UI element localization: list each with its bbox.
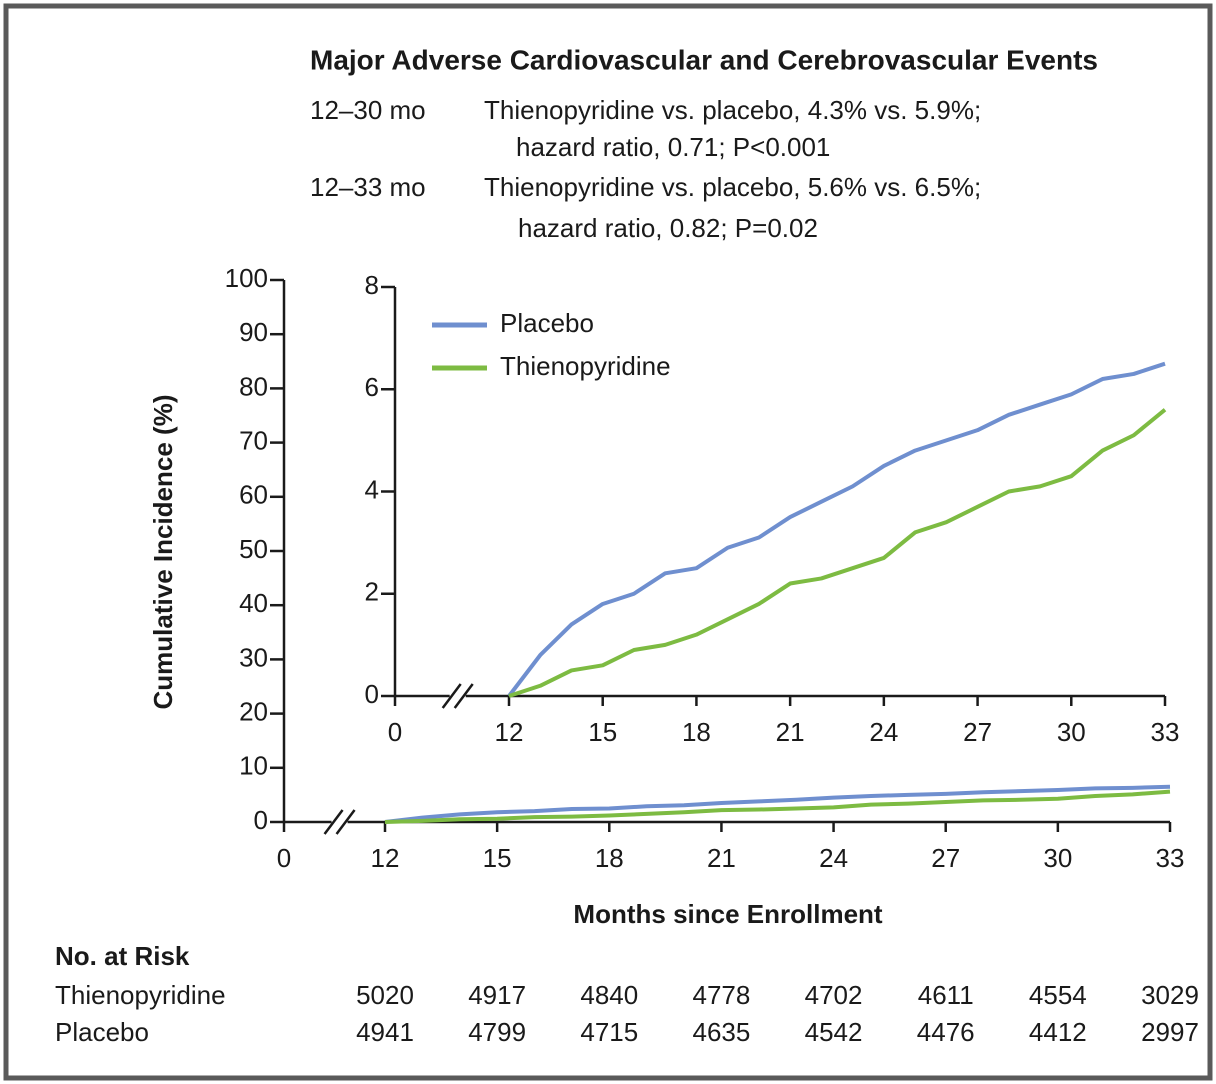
y-tick-label: 20 (239, 696, 268, 726)
risk-value: 4702 (805, 980, 863, 1010)
annotation: Thienopyridine vs. placebo, 5.6% vs. 6.5… (484, 172, 981, 202)
risk-row-label: Thienopyridine (55, 980, 226, 1010)
frame (3, 3, 1213, 1081)
risk-value: 4635 (693, 1017, 751, 1047)
annotation: hazard ratio, 0.82; P=0.02 (518, 213, 818, 243)
x-tick-label: 18 (595, 843, 624, 873)
y-tick-label: 10 (239, 751, 268, 781)
x-tick-label: 33 (1156, 843, 1185, 873)
series-line (507, 361, 1166, 698)
x-tick-label: 27 (931, 843, 960, 873)
risk-value: 4554 (1029, 980, 1087, 1010)
risk-value: 4941 (356, 1017, 414, 1047)
y-tick-label: 30 (239, 642, 268, 672)
axis-break (323, 809, 344, 835)
x-tick-label: 24 (869, 717, 898, 747)
legend-label: Thienopyridine (500, 351, 671, 381)
x-tick-label: 12 (371, 843, 400, 873)
y-tick-label: 90 (239, 317, 268, 347)
y-tick-label: 2 (365, 577, 379, 607)
series-line (384, 784, 1171, 824)
annotation-period: 12–33 mo (310, 172, 426, 202)
x-tick-label: 30 (1043, 843, 1072, 873)
annotation-period: 12–30 mo (310, 95, 426, 125)
annotation: Thienopyridine vs. placebo, 4.3% vs. 5.9… (484, 95, 981, 125)
y-tick-label: 8 (365, 270, 379, 300)
axis-break-gap (449, 692, 466, 700)
axis-break (453, 683, 474, 709)
risk-table-title: No. at Risk (55, 941, 190, 971)
x-tick-label: 15 (588, 717, 617, 747)
axis-break (441, 683, 462, 709)
x-tick-label: 30 (1057, 717, 1086, 747)
series-line (508, 408, 1167, 698)
y-tick-label: 0 (254, 805, 268, 835)
risk-value: 4799 (468, 1017, 526, 1047)
chart-title: Major Adverse Cardiovascular and Cerebro… (310, 44, 1098, 75)
y-tick-label: 100 (225, 263, 268, 293)
x-tick-label: 21 (707, 843, 736, 873)
risk-value: 3029 (1141, 980, 1199, 1010)
y-tick-label: 40 (239, 588, 268, 618)
axis-break-gap (331, 818, 348, 826)
y-tick-label: 60 (239, 480, 268, 510)
x-axis-label: Months since Enrollment (573, 899, 882, 929)
y-tick-label: 70 (239, 425, 268, 455)
risk-value: 4412 (1029, 1017, 1087, 1047)
x-tick-label: 27 (963, 717, 992, 747)
annotation: hazard ratio, 0.71; P<0.001 (516, 132, 830, 162)
risk-row-label: Placebo (55, 1017, 149, 1047)
risk-value: 4715 (580, 1017, 638, 1047)
risk-value: 4611 (918, 980, 974, 1010)
risk-value: 4778 (693, 980, 751, 1010)
y-tick-label: 80 (239, 371, 268, 401)
x-tick-label: 0 (388, 717, 402, 747)
y-axis-label: Cumulative Incidence (%) (148, 395, 178, 710)
series-line (384, 789, 1171, 824)
x-tick-label: 15 (483, 843, 512, 873)
x-tick-label: 24 (819, 843, 848, 873)
x-tick-label: 0 (277, 843, 291, 873)
legend-label: Placebo (500, 308, 594, 338)
x-tick-label: 12 (495, 717, 524, 747)
y-tick-label: 0 (365, 679, 379, 709)
x-tick-label: 33 (1151, 717, 1180, 747)
risk-value: 4917 (468, 980, 526, 1010)
risk-value: 2997 (1141, 1017, 1199, 1047)
risk-value: 4476 (917, 1017, 975, 1047)
y-tick-label: 6 (365, 372, 379, 402)
x-tick-label: 21 (776, 717, 805, 747)
risk-value: 4542 (805, 1017, 863, 1047)
y-tick-label: 50 (239, 534, 268, 564)
x-tick-label: 18 (682, 717, 711, 747)
y-tick-label: 4 (365, 474, 379, 504)
axis-break (335, 809, 356, 835)
risk-value: 5020 (356, 980, 414, 1010)
risk-value: 4840 (580, 980, 638, 1010)
